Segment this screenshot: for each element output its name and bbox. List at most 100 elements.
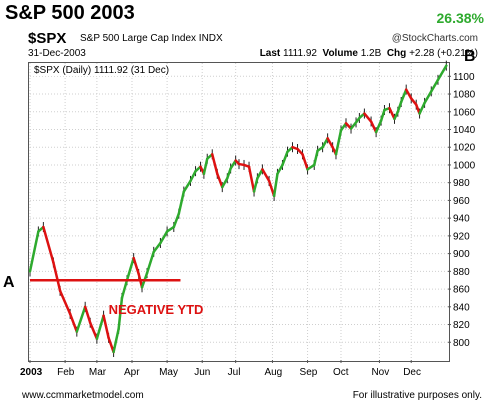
up-swing-segment: [396, 100, 403, 114]
up-swing-segment: [221, 177, 229, 189]
y-tick-label: 900: [453, 249, 470, 260]
down-swing-segment: [388, 106, 396, 121]
chart-title: S&P 500 2003: [5, 2, 135, 24]
index-description: S&P 500 Large Cap Index INDX: [80, 33, 223, 44]
down-swing-segment: [326, 137, 334, 149]
up-swing-segment: [281, 150, 289, 167]
down-swing-segment: [404, 88, 413, 100]
y-tick-label: 1100: [453, 72, 475, 83]
negative-ytd-annotation: NEGATIVE YTD: [109, 302, 204, 317]
x-tick-label: Nov: [371, 367, 389, 378]
up-swing-segment: [145, 250, 155, 275]
x-tick-label: Aug: [264, 367, 282, 378]
down-swing-segment: [247, 165, 256, 193]
up-swing-segment: [339, 122, 348, 132]
down-swing-segment: [42, 225, 55, 264]
up-swing-segment: [95, 314, 105, 340]
down-swing-segment: [409, 97, 418, 106]
up-swing-segment: [349, 121, 358, 130]
up-swing-segment: [159, 230, 169, 245]
down-swing-segment: [83, 305, 92, 325]
y-tick-label: 800: [453, 338, 470, 349]
marker-b: B: [464, 48, 476, 65]
copyright: @StockCharts.com: [391, 33, 478, 44]
up-swing-segment: [334, 129, 343, 156]
chg-value: +2.28 (+0.21%): [409, 48, 478, 59]
y-tick-label: 880: [453, 267, 470, 278]
chart-legend: $SPX (Daily) 1111.92 (31 Dec): [32, 65, 172, 76]
up-swing-segment: [120, 278, 129, 300]
down-swing-segment: [363, 112, 373, 123]
down-swing-segment: [132, 256, 140, 276]
website-link[interactable]: www.ccmmarketmodel.com: [22, 390, 144, 401]
x-tick-label: Feb: [57, 367, 75, 378]
up-swing-segment: [189, 169, 197, 183]
up-swing-segment: [172, 212, 181, 229]
y-tick-label: 840: [453, 302, 470, 313]
y-tick-label: 920: [453, 231, 470, 242]
last-value: 1111.92: [283, 48, 317, 59]
up-swing-segment: [399, 88, 408, 104]
up-swing-segment: [418, 101, 426, 115]
up-swing-segment: [374, 119, 383, 134]
down-swing-segment: [58, 289, 72, 316]
up-swing-segment: [272, 172, 279, 198]
volume-value: 1.2B: [360, 48, 382, 59]
y-tick-label: 1080: [453, 90, 476, 101]
up-swing-segment: [226, 167, 232, 180]
x-tick-label: May: [159, 367, 178, 378]
up-swing-segment: [306, 163, 316, 171]
up-swing-segment: [430, 78, 440, 93]
y-tick-label: 860: [453, 285, 470, 296]
down-swing-segment: [301, 153, 309, 171]
quote-date: 31-Dec-2003: [28, 48, 86, 59]
up-swing-segment: [379, 108, 386, 122]
down-swing-segment: [52, 261, 62, 293]
up-swing-segment: [229, 159, 237, 170]
y-tick-label: 1060: [453, 107, 476, 118]
x-tick-label: Jul: [228, 367, 241, 378]
symbol: $SPX: [28, 30, 67, 47]
x-tick-label: Jun: [194, 367, 210, 378]
y-tick-label: 820: [453, 320, 470, 331]
down-swing-segment: [68, 312, 79, 333]
down-swing-segment: [88, 321, 99, 340]
disclaimer: For illustrative purposes only.: [352, 390, 482, 401]
last-label: Last: [259, 48, 281, 59]
up-swing-segment: [276, 163, 284, 176]
up-swing-segment: [256, 168, 264, 180]
down-swing-segment: [369, 120, 378, 134]
up-swing-segment: [436, 64, 448, 82]
up-swing-segment: [177, 190, 186, 215]
up-swing-segment: [152, 241, 162, 254]
up-swing-segment: [28, 230, 40, 273]
up-swing-segment: [423, 90, 433, 105]
up-swing-segment: [117, 296, 124, 331]
y-tick-label: 1040: [453, 125, 476, 136]
y-tick-label: 1000: [453, 160, 476, 171]
down-swing-segment: [107, 336, 115, 354]
up-swing-segment: [75, 305, 87, 333]
x-tick-label: Dec: [403, 367, 421, 378]
down-swing-segment: [210, 153, 219, 176]
up-swing-segment: [393, 110, 400, 121]
marker-a: A: [3, 274, 15, 291]
up-swing-segment: [165, 225, 176, 233]
down-swing-segment: [216, 172, 224, 189]
x-tick-label: Sep: [300, 367, 318, 378]
down-swing-segment: [102, 314, 110, 340]
x-tick-label: Oct: [333, 367, 349, 378]
quote-summary: Last 1111.92 Volume 1.2B Chg +2.28 (+0.2…: [260, 48, 478, 59]
chart-header: $SPX S&P 500 Large Cap Index INDX @Stock…: [28, 30, 478, 48]
up-swing-segment: [252, 177, 259, 193]
x-tick-label: Apr: [124, 367, 140, 378]
down-swing-segment: [261, 168, 271, 183]
up-swing-segment: [321, 137, 329, 149]
ytd-gain-label: 26.38%: [436, 10, 484, 26]
chg-label: Chg: [386, 48, 407, 59]
quote-row: 31-Dec-2003 Last 1111.92 Volume 1.2B Chg…: [28, 48, 478, 61]
volume-label: Volume: [322, 48, 358, 59]
x-tick-label: Mar: [89, 367, 107, 378]
up-swing-segment: [312, 149, 319, 167]
up-swing-segment: [112, 327, 120, 354]
